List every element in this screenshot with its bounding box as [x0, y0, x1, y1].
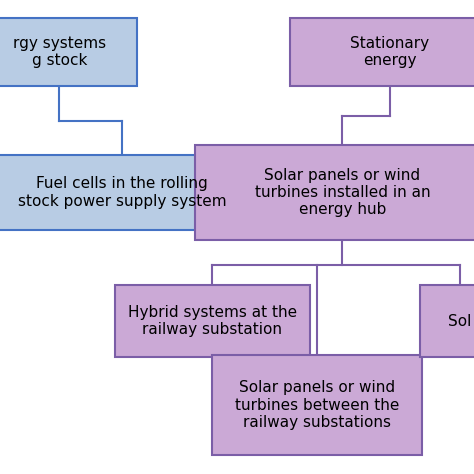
FancyBboxPatch shape: [0, 155, 262, 230]
FancyBboxPatch shape: [290, 18, 474, 86]
FancyBboxPatch shape: [420, 285, 474, 357]
Text: Solar panels or wind
turbines installed in an
energy hub: Solar panels or wind turbines installed …: [255, 168, 430, 218]
FancyBboxPatch shape: [0, 18, 137, 86]
Text: Hybrid systems at the
railway substation: Hybrid systems at the railway substation: [128, 305, 297, 337]
FancyBboxPatch shape: [212, 355, 422, 455]
Text: Fuel cells in the rolling
stock power supply system: Fuel cells in the rolling stock power su…: [18, 176, 226, 209]
Text: Solar panels or wind
turbines between the
railway substations: Solar panels or wind turbines between th…: [235, 380, 399, 430]
FancyBboxPatch shape: [115, 285, 310, 357]
FancyBboxPatch shape: [195, 145, 474, 240]
Text: rgy systems
g stock: rgy systems g stock: [13, 36, 106, 68]
Text: Sol: Sol: [448, 313, 472, 328]
Text: Stationary
energy: Stationary energy: [350, 36, 429, 68]
